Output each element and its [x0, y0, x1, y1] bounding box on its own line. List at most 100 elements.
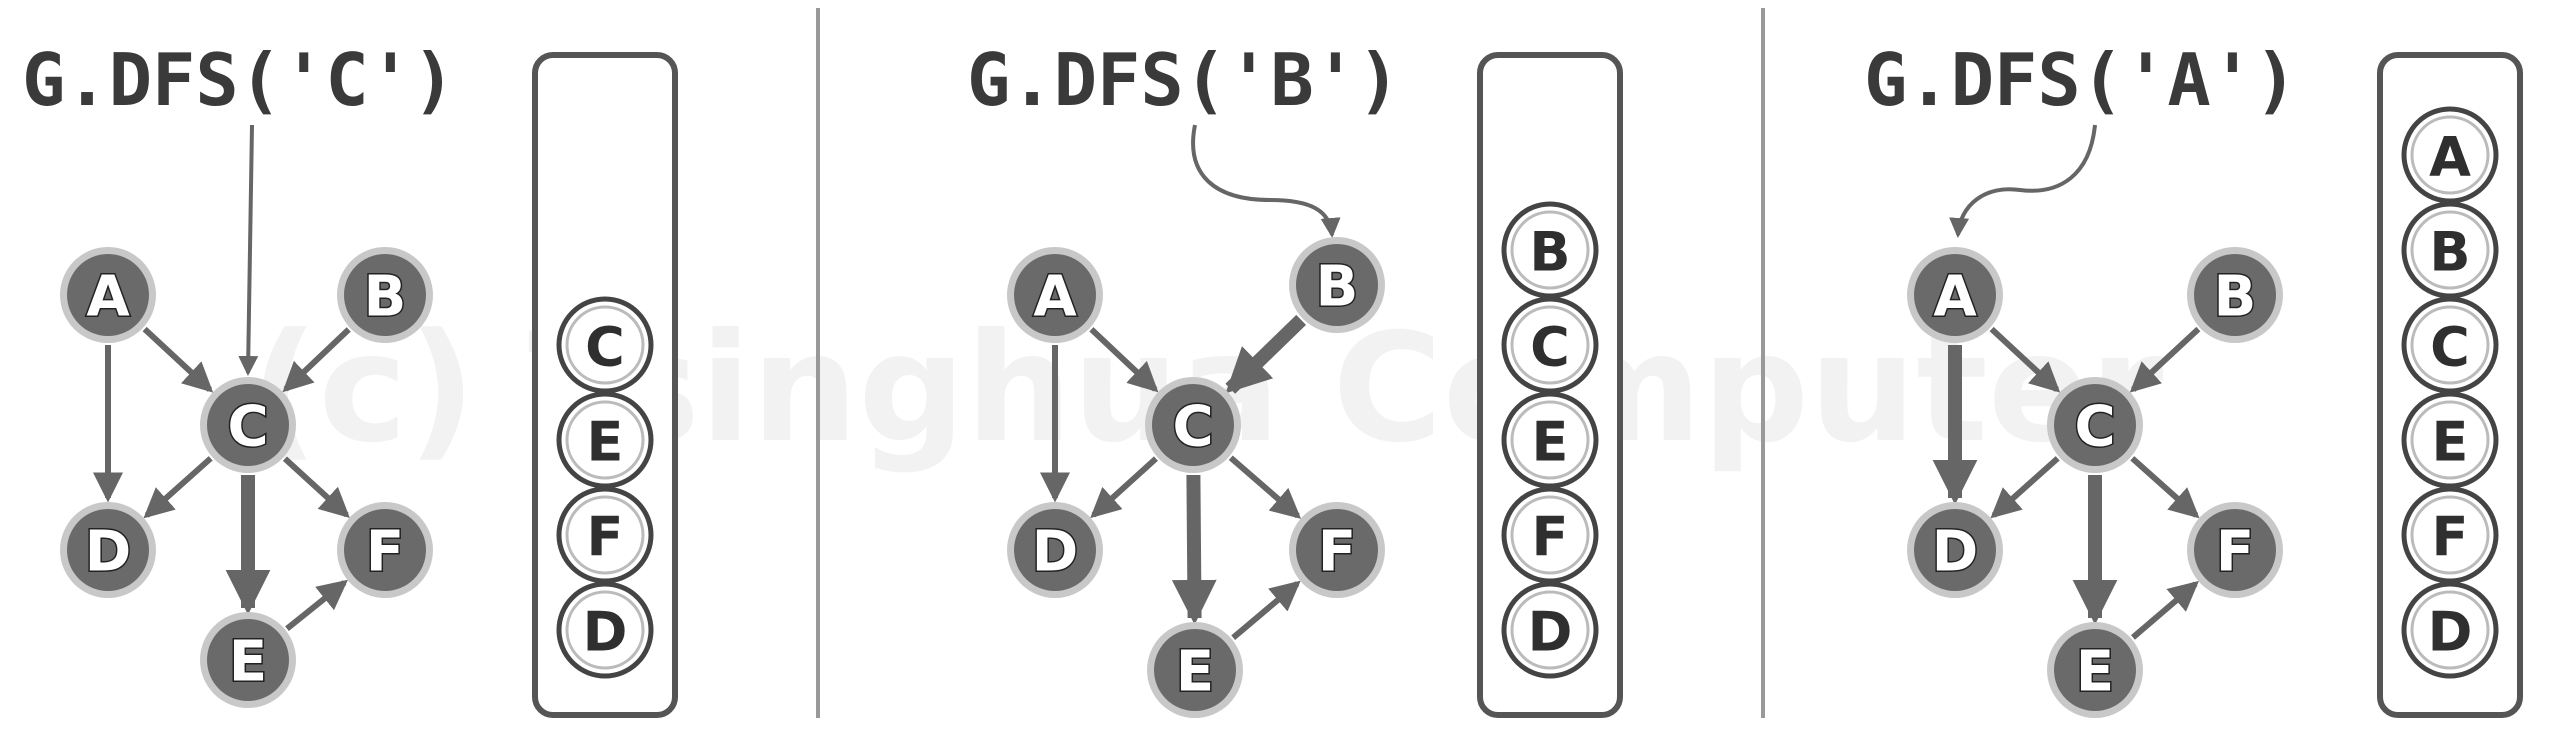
stack-item-circle: [556, 391, 654, 489]
vertex-c: C: [2047, 377, 2143, 473]
stack-item-circle: [556, 296, 654, 394]
vertex-label: B: [2214, 265, 2257, 330]
vertex-label: D: [1932, 520, 1978, 585]
vertex-e: E: [200, 612, 296, 708]
edge-b-c: [2129, 326, 2201, 393]
edge-c-d: [1990, 456, 2060, 519]
vertex-c: C: [200, 377, 296, 473]
stack-item-label: C: [585, 316, 625, 379]
vertex-label: F: [366, 520, 404, 585]
stack-item-circle: [556, 486, 654, 584]
vertex-circle: [2194, 509, 2276, 591]
vertex-circle: [2054, 384, 2136, 466]
stack-item-ring: [2410, 590, 2490, 670]
stack-item-label: E: [587, 411, 624, 474]
edge-a-c: [142, 326, 214, 393]
vertex-label: C: [1172, 395, 1213, 460]
stack-item-label: D: [583, 601, 628, 664]
stack-item-label: B: [2429, 221, 2470, 284]
stack-item-c: C: [2401, 296, 2499, 394]
stack-item-b: B: [2401, 201, 2499, 299]
stack-item-ring: [2410, 305, 2490, 385]
vertex-c: C: [1145, 377, 1241, 473]
vertex-circle: [2194, 254, 2276, 336]
dfs-call-label: G.DFS('A'): [1864, 38, 2297, 122]
vertex-label: A: [86, 265, 130, 330]
stack-item-label: E: [2432, 411, 2469, 474]
vertex-circle: [67, 254, 149, 336]
edge-e-f: [2131, 580, 2199, 640]
vertex-a: A: [1907, 247, 2003, 343]
edge-c-e: [1171, 474, 1217, 625]
vertex-circle: [67, 509, 149, 591]
edge-c-f: [282, 456, 350, 518]
stack-item-ring: [1510, 590, 1590, 670]
stack-item-c: C: [556, 296, 654, 394]
stack-item-f: F: [556, 486, 654, 584]
vertex-label: C: [2074, 395, 2115, 460]
stack-item-label: F: [2432, 506, 2469, 569]
stack-item-label: C: [1530, 316, 1570, 379]
edge-c-d: [1090, 456, 1158, 519]
edge-e-f: [1231, 580, 1301, 641]
stack-item-b: B: [1501, 201, 1599, 299]
stack-item-circle: [1501, 201, 1599, 299]
vertex-circle: [1914, 509, 1996, 591]
vertex-label: F: [1318, 520, 1356, 585]
vertex-label: E: [1176, 640, 1214, 705]
vertex-circle: [1014, 509, 1096, 591]
vertex-label: D: [1032, 520, 1078, 585]
stack-item-e: E: [1501, 391, 1599, 489]
vertex-d: D: [60, 502, 156, 598]
stack-item-ring: [1510, 210, 1590, 290]
stack-item-ring: [2410, 210, 2490, 290]
stack-item-ring: [565, 495, 645, 575]
vertex-label: C: [227, 395, 268, 460]
stack-item-d: D: [556, 581, 654, 679]
dfs-call-label: G.DFS('B'): [967, 38, 1400, 122]
vertex-circle: [344, 254, 426, 336]
stack-item-circle: [1501, 391, 1599, 489]
stack-item-label: F: [587, 506, 624, 569]
vertex-circle: [1296, 509, 1378, 591]
stack-item-circle: [2401, 486, 2499, 584]
stack-item-circle: [556, 581, 654, 679]
stack-item-ring: [565, 305, 645, 385]
vertex-f: F: [337, 502, 433, 598]
vertex-circle: [1914, 254, 1996, 336]
stack-item-circle: [1501, 581, 1599, 679]
vertex-label: B: [364, 265, 407, 330]
stack-item-circle: [1501, 296, 1599, 394]
vertex-a: A: [60, 247, 156, 343]
edge-c-d: [143, 456, 213, 519]
vertex-label: A: [1033, 265, 1077, 330]
start-pointer: [1949, 124, 2097, 238]
stack-item-a: A: [2401, 106, 2499, 204]
stack-item-circle: [2401, 391, 2499, 489]
stack-item-d: D: [1501, 581, 1599, 679]
vertex-d: D: [1907, 502, 2003, 598]
vertex-label: B: [1316, 255, 1359, 320]
edge-b-c: [1225, 314, 1307, 394]
vertex-circle: [1152, 384, 1234, 466]
stack-item-ring: [1510, 400, 1590, 480]
stack-item-ring: [565, 590, 645, 670]
vertex-circle: [344, 509, 426, 591]
stack-item-ring: [2410, 115, 2490, 195]
stack-item-circle: [2401, 106, 2499, 204]
stack-item-circle: [2401, 296, 2499, 394]
edge-c-f: [2130, 456, 2200, 519]
vertex-circle: [2054, 629, 2136, 711]
vertex-b: B: [2187, 247, 2283, 343]
edge-b-c: [282, 327, 351, 393]
stack-item-ring: [1510, 495, 1590, 575]
vertex-e: E: [1147, 622, 1243, 718]
vertex-label: E: [2076, 640, 2114, 705]
stack-item-ring: [565, 400, 645, 480]
stack-item-label: A: [2429, 126, 2471, 189]
vertex-label: D: [85, 520, 131, 585]
stack-item-label: D: [2428, 601, 2473, 664]
